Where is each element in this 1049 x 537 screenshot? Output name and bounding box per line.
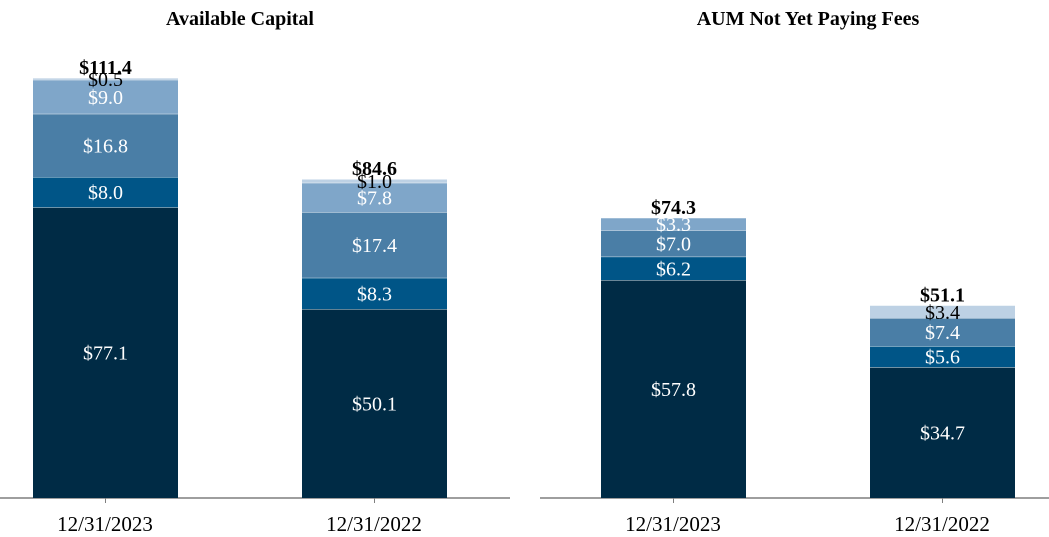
bar-segment: [870, 305, 1015, 319]
bar-segment: [33, 177, 178, 208]
chart-title-available-capital: Available Capital: [166, 8, 314, 30]
chart-title-aum-not-yet-paying-fees: AUM Not Yet Paying Fees: [697, 8, 920, 30]
data-label: $3.3: [656, 214, 691, 236]
data-label: $17.4: [352, 235, 397, 257]
x-tick-label: 12/31/2022: [326, 512, 422, 536]
bar-segment: [870, 367, 1015, 498]
data-label: $8.0: [88, 182, 123, 204]
bar-segment: [302, 179, 447, 183]
data-label: $8.3: [357, 283, 392, 305]
x-tick-label: 12/31/2023: [625, 512, 721, 536]
total-label: $111.4: [79, 57, 132, 79]
bar-segment: [601, 217, 746, 231]
data-label: $6.2: [656, 258, 691, 280]
bar-segment: [870, 318, 1015, 347]
total-label: $84.6: [352, 158, 397, 180]
bar-segment: [33, 113, 178, 178]
bar-segment: [33, 78, 178, 80]
total-label: $74.3: [651, 197, 696, 219]
data-label: $3.4: [925, 302, 960, 324]
data-label: $16.8: [83, 135, 128, 157]
data-label: $57.8: [651, 379, 696, 401]
bar-segment: [33, 79, 178, 114]
data-label: $0.5: [88, 69, 123, 91]
data-label: $5.6: [925, 347, 960, 369]
data-label: $9.0: [88, 87, 123, 109]
bar-segment: [302, 309, 447, 498]
data-label: $7.4: [925, 322, 960, 344]
bar-segment: [601, 230, 746, 257]
bar-segment: [601, 280, 746, 498]
bar-segment: [870, 346, 1015, 368]
bar-segment: [302, 212, 447, 278]
data-label: $7.8: [357, 188, 392, 210]
data-label: $7.0: [656, 234, 691, 256]
data-label: $34.7: [920, 423, 965, 445]
x-tick-label: 12/31/2023: [57, 512, 153, 536]
x-tick-label: 12/31/2022: [894, 512, 990, 536]
data-label: $77.1: [83, 343, 128, 365]
bar-segment: [302, 277, 447, 310]
total-label: $51.1: [920, 284, 965, 306]
bar-segment: [302, 182, 447, 213]
bar-segment: [33, 207, 178, 498]
data-label: $50.1: [352, 394, 397, 416]
bar-segment: [601, 256, 746, 281]
data-label: $1.0: [357, 171, 392, 193]
